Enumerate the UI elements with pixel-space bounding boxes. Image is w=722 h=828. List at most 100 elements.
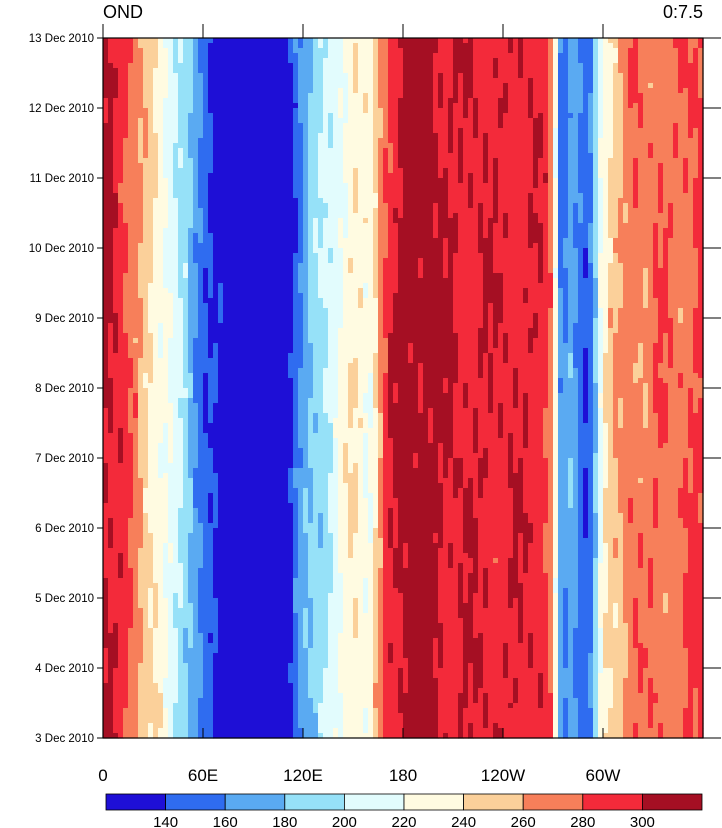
contour-cell (308, 208, 329, 214)
contour-cell (448, 128, 454, 134)
contour-cell (218, 283, 224, 289)
contour-cell (313, 228, 319, 234)
contour-cell (163, 328, 174, 334)
contour-cell (568, 68, 584, 74)
contour-cell (123, 458, 134, 464)
contour-cell (133, 448, 139, 454)
contour-cell (543, 123, 549, 129)
contour-cell (568, 313, 579, 319)
contour-cell (368, 98, 374, 104)
contour-cell (593, 378, 599, 384)
contour-cell (133, 478, 144, 484)
contour-cell (518, 463, 524, 469)
contour-cell (578, 398, 584, 404)
contour-cell (148, 448, 159, 454)
contour-cell (293, 158, 304, 164)
contour-cell (608, 203, 619, 209)
contour-cell (388, 128, 399, 134)
contour-cell (668, 388, 689, 394)
contour-cell (458, 373, 479, 379)
contour-cell (543, 253, 549, 259)
contour-cell (688, 133, 694, 139)
contour-cell (368, 458, 379, 464)
contour-cell (643, 403, 649, 409)
contour-cell (568, 493, 574, 499)
contour-cell (298, 408, 309, 414)
contour-cell (188, 403, 199, 409)
contour-cell (183, 433, 189, 439)
contour-cell (308, 538, 319, 544)
contour-cell (178, 148, 184, 154)
contour-cell (578, 548, 594, 554)
contour-cell (608, 298, 624, 304)
contour-cell (378, 428, 384, 434)
contour-cell (513, 488, 524, 494)
contour-cell (568, 153, 579, 159)
contour-cell (408, 343, 414, 349)
contour-cell (668, 258, 699, 264)
contour-cell (443, 93, 454, 99)
contour-cell (628, 78, 639, 84)
contour-cell (188, 463, 199, 469)
contour-cell (398, 158, 439, 164)
contour-cell (588, 383, 594, 389)
contour-cell (148, 133, 159, 139)
contour-cell (398, 228, 434, 234)
contour-cell (698, 158, 704, 164)
contour-cell (313, 83, 324, 89)
contour-cell (303, 463, 309, 469)
contour-cell (338, 538, 349, 544)
contour-cell (688, 123, 704, 129)
contour-cell (113, 393, 129, 399)
contour-cell (408, 348, 414, 354)
contour-cell (138, 148, 144, 154)
contour-cell (568, 98, 584, 104)
contour-cell (533, 123, 544, 129)
contour-cell (193, 248, 214, 254)
contour-cell (153, 348, 159, 354)
contour-cell (698, 53, 704, 59)
contour-cell (103, 408, 109, 414)
contour-cell (353, 193, 359, 199)
contour-cell (163, 423, 169, 429)
contour-cell (303, 358, 314, 364)
contour-cell (588, 518, 594, 524)
contour-cell (528, 393, 549, 399)
contour-cell (148, 118, 154, 124)
contour-cell (613, 43, 619, 49)
contour-cell (128, 348, 144, 354)
contour-cell (553, 463, 559, 469)
contour-cell (568, 333, 574, 339)
contour-cell (593, 243, 599, 249)
contour-cell (578, 408, 584, 414)
contour-cell (593, 498, 599, 504)
contour-cell (148, 283, 164, 289)
contour-cell (178, 408, 189, 414)
contour-cell (693, 458, 704, 464)
contour-cell (698, 248, 704, 254)
contour-cell (363, 293, 369, 299)
contour-cell (378, 468, 384, 474)
contour-cell (368, 513, 374, 519)
contour-cell (318, 193, 349, 199)
contour-cell (688, 173, 699, 179)
contour-cell (548, 253, 554, 259)
contour-cell (553, 138, 559, 144)
contour-cell (138, 118, 144, 124)
contour-cell (658, 178, 664, 184)
contour-cell (188, 413, 199, 419)
contour-cell (568, 368, 574, 374)
contour-cell (538, 253, 544, 259)
contour-cell (308, 548, 334, 554)
contour-cell (378, 523, 384, 529)
contour-cell (483, 133, 489, 139)
contour-cell (693, 228, 704, 234)
contour-cell (493, 203, 499, 209)
contour-cell (313, 513, 319, 519)
contour-cell (173, 303, 184, 309)
contour-cell (608, 338, 614, 344)
contour-cell (398, 498, 444, 504)
contour-cell (688, 93, 699, 99)
contour-cell (318, 533, 324, 539)
contour-cell (693, 238, 704, 244)
